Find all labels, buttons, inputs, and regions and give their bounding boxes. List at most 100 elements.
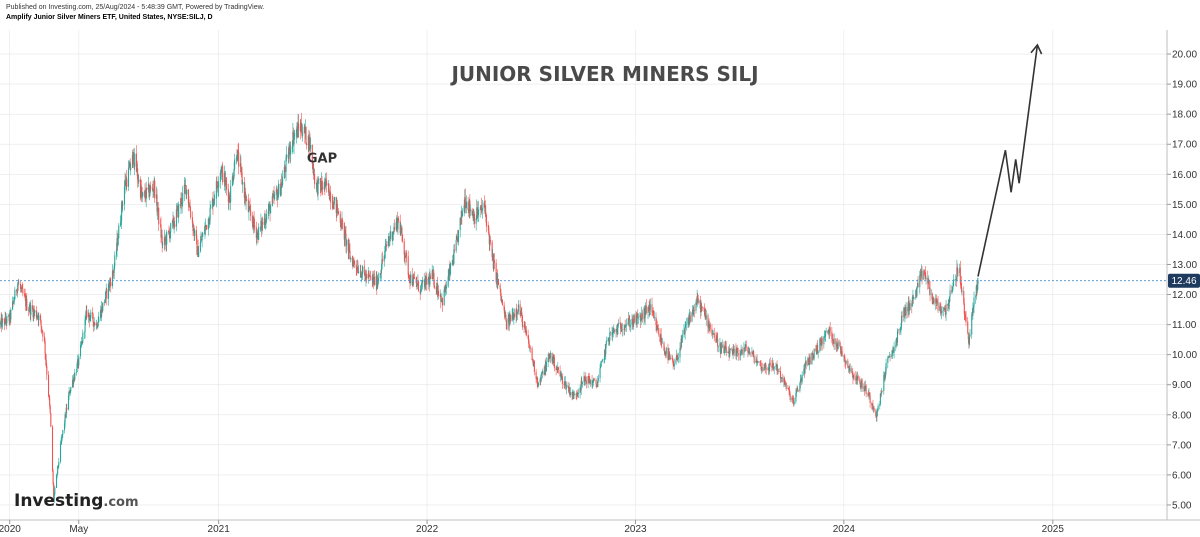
candle [699,299,701,309]
candle [752,350,754,357]
candle [485,214,487,233]
candle [717,332,719,352]
candle [552,356,554,365]
candle [299,118,301,140]
candle [515,308,517,324]
candle [320,177,322,197]
candle [867,389,869,397]
candle [77,354,79,369]
candle [567,381,569,389]
candle [436,276,438,298]
candle [677,354,679,362]
candle [669,351,671,361]
candle [125,176,127,190]
candle [748,347,750,356]
candle [20,286,22,293]
candle [615,328,617,338]
candle [94,321,96,326]
candle [227,183,229,210]
candle [951,285,953,295]
candle [769,357,771,367]
candle [796,385,798,392]
candle [860,378,863,387]
candle [581,381,583,388]
candle [629,315,631,331]
candle [927,275,929,285]
candle [232,171,235,185]
candle [936,298,938,306]
candle [807,356,809,367]
candle [281,176,283,186]
candle [51,424,54,473]
candle [869,392,871,408]
candle [54,485,56,496]
candle [445,281,448,295]
candle [632,315,634,330]
candle [271,193,273,207]
candle [185,177,187,195]
candle [31,299,34,312]
candle [548,352,550,363]
candle [321,176,323,195]
candle [342,217,344,230]
candle [211,197,213,210]
candle [553,353,555,364]
candle [66,403,68,414]
candle [887,355,889,359]
candle [61,434,63,441]
candle [513,308,515,325]
candle [235,155,237,165]
candle [16,288,18,294]
candle [649,298,651,316]
candle [652,307,654,316]
candle [196,235,198,256]
candle [956,259,958,282]
candle [849,364,851,375]
candle [817,350,819,359]
candle [93,321,95,332]
candle [285,154,287,182]
candle [757,360,759,363]
y-tick-label: 10.00 [1172,350,1197,361]
candle [344,226,346,236]
candle [212,191,214,215]
candle [413,273,415,279]
y-tick-label: 19.00 [1172,80,1197,91]
candle [533,359,535,376]
candle [149,185,151,201]
candle [903,306,905,322]
candle [864,380,867,388]
candle [50,413,52,428]
candle [322,180,324,196]
candle [224,170,227,194]
candle [197,239,199,258]
candle [97,316,99,327]
candle [727,350,729,354]
y-axis: 5.00 6.00 7.00 8.00 9.00 10.00 11.00 12.00 13.00… [1167,50,1197,511]
candle [668,347,670,361]
candle [673,358,675,370]
candle [967,316,969,335]
candle [343,222,345,246]
candle [78,353,80,369]
candle [118,223,120,239]
candle [238,142,240,175]
x-tick-label: 2023 [624,524,647,535]
candle [288,143,290,164]
candle [300,119,302,132]
candle [440,299,442,303]
candle [701,302,703,312]
candle [972,304,975,313]
candle [163,229,165,251]
candle [145,188,147,203]
candle [809,354,811,371]
candle [891,350,893,359]
candle [248,205,250,221]
candle [100,309,102,319]
candle [529,347,531,352]
candle [472,211,474,219]
candle [851,365,853,374]
candle [87,309,90,324]
candle [182,185,184,207]
